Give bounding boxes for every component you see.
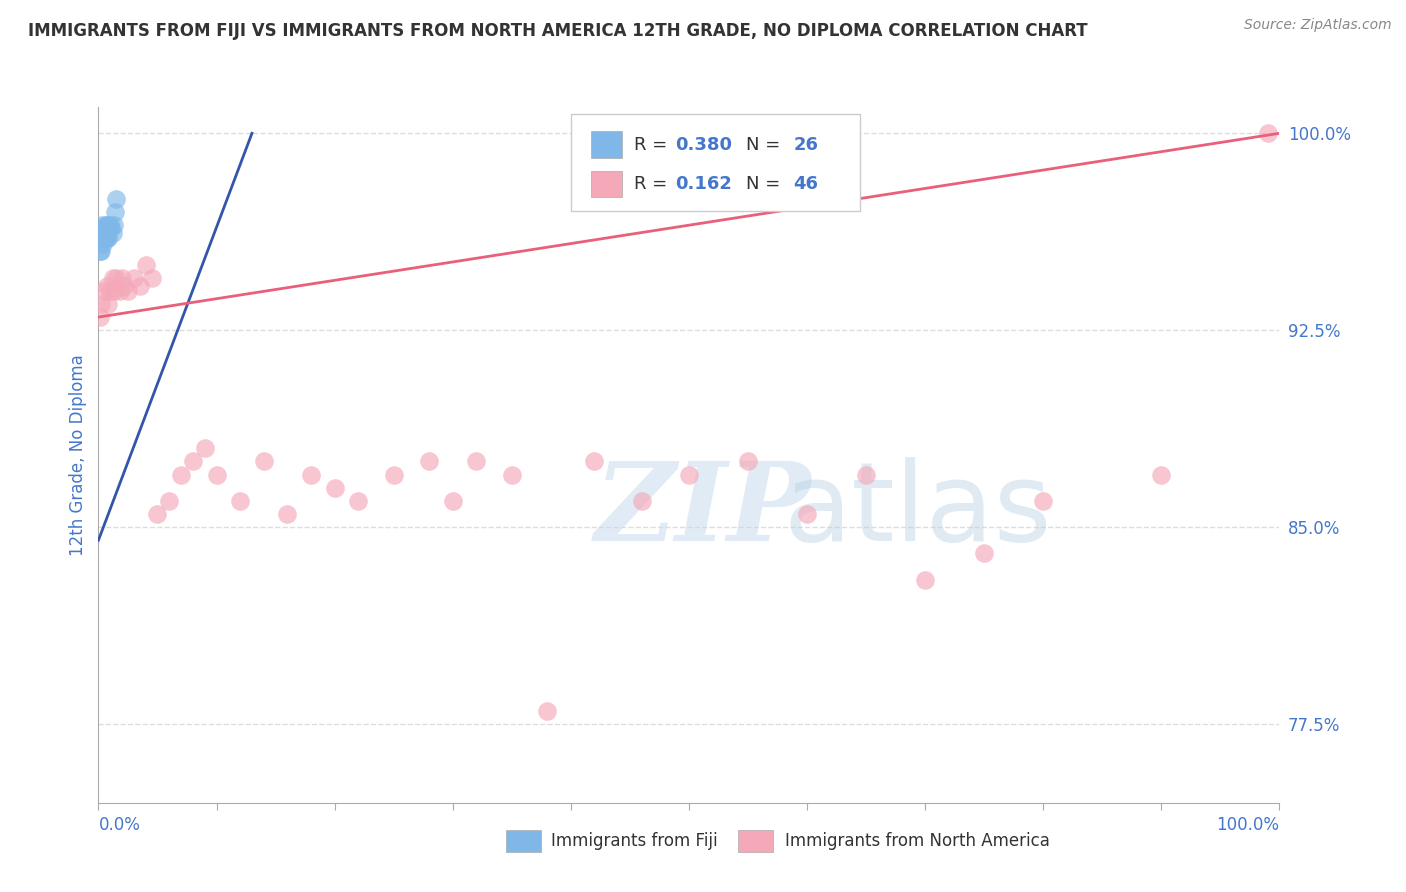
Point <box>89 231 111 245</box>
Point <box>100 220 122 235</box>
Point <box>141 270 163 285</box>
Point <box>94 226 117 240</box>
Point <box>90 244 112 259</box>
Point <box>465 454 488 468</box>
Text: ZIP: ZIP <box>595 457 811 565</box>
Text: 100.0%: 100.0% <box>1216 816 1279 834</box>
Point <box>157 494 180 508</box>
Bar <box>591 131 623 158</box>
Text: 26: 26 <box>793 136 818 153</box>
Point <box>583 454 606 468</box>
Point <box>111 270 134 285</box>
Point <box>89 310 111 324</box>
Point <box>91 236 114 251</box>
Point <box>97 231 120 245</box>
Point <box>89 244 111 259</box>
Point <box>299 467 322 482</box>
Point <box>276 507 298 521</box>
Point <box>973 546 995 560</box>
Point <box>1257 126 1279 140</box>
Point <box>93 231 115 245</box>
Point <box>98 220 121 235</box>
Text: Immigrants from Fiji: Immigrants from Fiji <box>551 832 718 850</box>
Point <box>91 218 114 232</box>
Point <box>91 231 114 245</box>
Point <box>104 205 127 219</box>
Point <box>122 270 145 285</box>
Point <box>796 507 818 521</box>
Text: 0.380: 0.380 <box>675 136 733 153</box>
Point <box>101 226 124 240</box>
Point <box>93 220 115 235</box>
Text: R =: R = <box>634 136 673 153</box>
Point <box>108 284 131 298</box>
Text: R =: R = <box>634 175 673 194</box>
Point <box>441 494 464 508</box>
Point <box>630 494 652 508</box>
Point <box>105 192 128 206</box>
Text: atlas: atlas <box>783 457 1052 564</box>
Point <box>93 284 115 298</box>
Text: IMMIGRANTS FROM FIJI VS IMMIGRANTS FROM NORTH AMERICA 12TH GRADE, NO DIPLOMA COR: IMMIGRANTS FROM FIJI VS IMMIGRANTS FROM … <box>28 22 1088 40</box>
Point <box>90 223 112 237</box>
Point <box>536 704 558 718</box>
Text: 46: 46 <box>793 175 818 194</box>
Point <box>914 573 936 587</box>
Point <box>103 284 125 298</box>
Point <box>253 454 276 468</box>
Point <box>103 218 125 232</box>
Point <box>855 467 877 482</box>
Point <box>101 270 124 285</box>
Point <box>90 231 112 245</box>
Point <box>96 278 118 293</box>
Point <box>90 297 112 311</box>
Point <box>418 454 440 468</box>
Point <box>117 284 139 298</box>
Text: 0.162: 0.162 <box>675 175 733 194</box>
Text: N =: N = <box>747 175 786 194</box>
Point <box>93 226 115 240</box>
Point <box>170 467 193 482</box>
Point <box>1032 494 1054 508</box>
Y-axis label: 12th Grade, No Diploma: 12th Grade, No Diploma <box>69 354 87 556</box>
Point <box>98 218 121 232</box>
Point <box>382 467 405 482</box>
Point <box>98 284 121 298</box>
Point <box>678 467 700 482</box>
Point <box>91 226 114 240</box>
Point <box>205 467 228 482</box>
Point <box>135 258 157 272</box>
Text: N =: N = <box>747 136 786 153</box>
Text: Source: ZipAtlas.com: Source: ZipAtlas.com <box>1244 18 1392 32</box>
Point <box>128 278 150 293</box>
Point <box>229 494 252 508</box>
Point <box>737 454 759 468</box>
Point <box>112 278 135 293</box>
Point <box>94 218 117 232</box>
Point <box>194 442 217 456</box>
Point <box>91 223 114 237</box>
Point <box>105 270 128 285</box>
Point <box>94 231 117 245</box>
Text: 0.0%: 0.0% <box>98 816 141 834</box>
Point <box>96 231 118 245</box>
Point <box>347 494 370 508</box>
Bar <box>591 171 623 197</box>
Point <box>97 297 120 311</box>
Point <box>181 454 204 468</box>
Text: Immigrants from North America: Immigrants from North America <box>785 832 1049 850</box>
Point <box>501 467 523 482</box>
Point <box>146 507 169 521</box>
Point <box>323 481 346 495</box>
Point <box>1150 467 1173 482</box>
FancyBboxPatch shape <box>571 114 860 211</box>
Point <box>96 218 118 232</box>
